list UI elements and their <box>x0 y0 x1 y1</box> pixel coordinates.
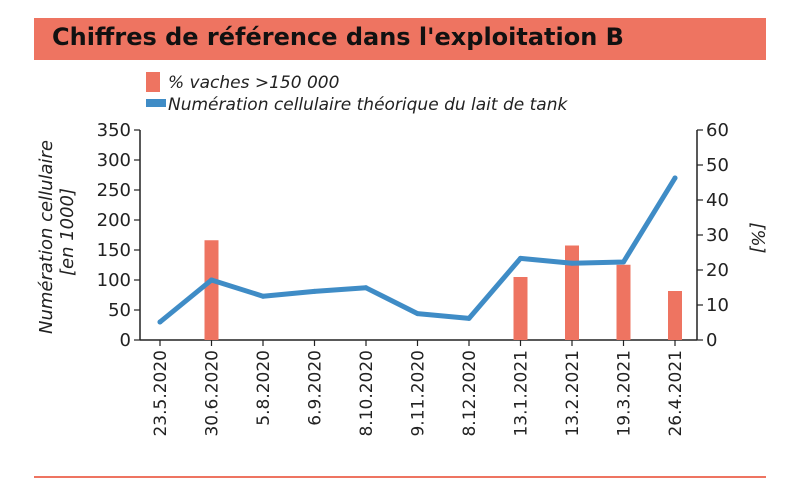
x-tick-label: 8.10.2020 <box>357 350 377 437</box>
x-tick-label: 13.2.2021 <box>563 350 583 437</box>
axis-titles: Numération cellulaire [en 1000] [%] <box>36 140 768 334</box>
y-axis-title-left-line1: Numération cellulaire <box>36 140 57 334</box>
y-tick-label-right: 60 <box>706 120 729 141</box>
y-tick-label-left: 50 <box>108 300 131 321</box>
legend: % vaches >150 000 Numération cellulaire … <box>146 72 568 115</box>
x-tick-label: 23.5.2020 <box>151 350 171 437</box>
y-tick-label-left: 0 <box>120 330 131 351</box>
ticks: 0 50 100 150 200 250 300 350 0 10 20 30 40 50 60 23.5.2… <box>97 120 729 437</box>
x-tick-label: 8.12.2020 <box>460 350 480 437</box>
y-tick-label-right: 0 <box>706 330 717 351</box>
y-tick-label-right: 20 <box>706 260 729 281</box>
y-tick-label-left: 100 <box>97 270 131 291</box>
line-point <box>363 285 369 291</box>
y-tick-label-right: 40 <box>706 190 729 211</box>
title-bar: Chiffres de référence dans l'exploitatio… <box>34 18 766 60</box>
bar <box>565 245 579 340</box>
line-point <box>672 175 678 181</box>
y-tick-label-left: 250 <box>97 180 131 201</box>
y-tick-label-right: 10 <box>706 295 729 316</box>
line-point <box>518 255 523 261</box>
legend-bar-label: % vaches >150 000 <box>168 73 339 93</box>
bars <box>204 240 682 340</box>
line-point <box>466 315 472 321</box>
y-tick-label-left: 350 <box>97 120 131 141</box>
series-line <box>157 175 678 325</box>
y-axis-title-right: [%] <box>747 222 768 253</box>
axes <box>139 130 698 341</box>
x-tick-label: 19.3.2021 <box>615 350 635 437</box>
y-tick-label-left: 200 <box>97 210 131 231</box>
legend-line-swatch <box>146 99 166 107</box>
y-axis-title-left-line2: [en 1000] <box>57 188 78 276</box>
x-tick-label: 9.11.2020 <box>409 350 429 437</box>
chart-title: Chiffres de référence dans l'exploitatio… <box>52 23 624 51</box>
line-point <box>415 311 420 317</box>
y-tick-label-right: 30 <box>706 225 729 246</box>
line-point <box>621 259 626 265</box>
bar <box>204 240 219 340</box>
line-point <box>209 277 214 283</box>
x-tick-label: 13.1.2021 <box>512 350 532 437</box>
y-tick-label-right: 50 <box>706 155 729 176</box>
bottom-rule <box>34 476 766 478</box>
x-tick-label: 6.9.2020 <box>306 350 326 426</box>
bar <box>616 264 631 340</box>
x-tick-label: 30.6.2020 <box>203 350 223 437</box>
line-point <box>157 319 163 325</box>
y-tick-label-left: 300 <box>97 150 131 171</box>
x-tick-label: 26.4.2021 <box>666 350 686 437</box>
y-tick-label-left: 150 <box>97 240 131 261</box>
line-point <box>260 293 266 299</box>
line-series <box>157 175 678 325</box>
legend-bar-swatch <box>146 72 160 92</box>
line-point <box>569 260 575 266</box>
line-point <box>312 288 317 294</box>
legend-line-label: Numération cellulaire théorique du lait … <box>168 95 568 115</box>
x-tick-label: 5.8.2020 <box>254 350 274 426</box>
bar <box>513 277 528 340</box>
bar <box>668 291 682 340</box>
